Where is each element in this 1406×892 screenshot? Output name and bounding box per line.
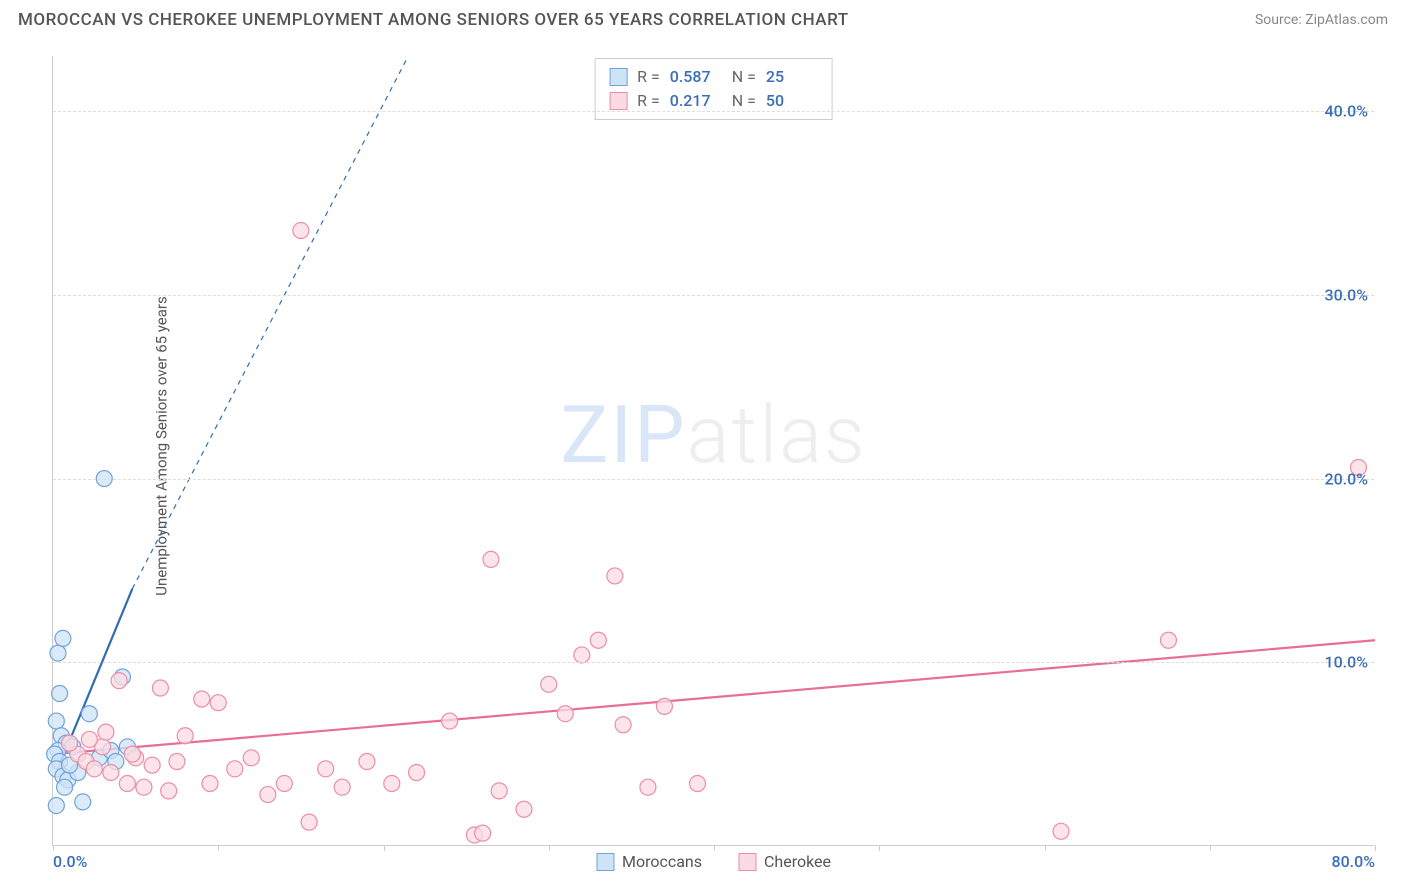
swatch-moroccans <box>609 68 627 86</box>
data-point <box>475 825 491 841</box>
n-label: N = <box>732 65 756 89</box>
data-point <box>111 673 127 689</box>
data-point <box>81 706 97 722</box>
data-point <box>491 783 507 799</box>
data-point <box>516 801 532 817</box>
data-point <box>243 750 259 766</box>
grid-line <box>53 295 1374 296</box>
data-point <box>689 776 705 792</box>
plot-svg <box>53 56 1374 845</box>
data-point <box>359 753 375 769</box>
data-point <box>194 691 210 707</box>
legend-swatch-cherokee <box>738 853 756 871</box>
n-value-cherokee: 50 <box>766 89 818 113</box>
data-point <box>103 765 119 781</box>
r-label: R = <box>637 65 660 89</box>
source-label: Source: ZipAtlas.com <box>1255 12 1388 28</box>
data-point <box>210 695 226 711</box>
data-point <box>384 776 400 792</box>
legend-label-cherokee: Cherokee <box>764 852 831 871</box>
data-point <box>98 724 114 740</box>
data-point <box>574 647 590 663</box>
data-point <box>541 676 557 692</box>
data-point <box>260 787 276 803</box>
data-point <box>409 765 425 781</box>
data-point <box>81 731 97 747</box>
data-point <box>161 783 177 799</box>
y-tick-label: 30.0% <box>1324 285 1368 304</box>
data-point <box>152 680 168 696</box>
header: MOROCCAN VS CHEROKEE UNEMPLOYMENT AMONG … <box>0 0 1406 38</box>
y-tick-label: 40.0% <box>1324 102 1368 121</box>
data-point <box>227 761 243 777</box>
data-point <box>615 717 631 733</box>
x-tick <box>1210 845 1211 851</box>
data-point <box>483 551 499 567</box>
x-tick <box>714 845 715 851</box>
x-tick <box>384 845 385 851</box>
legend-swatch-moroccans <box>596 853 614 871</box>
data-point <box>50 645 66 661</box>
data-point <box>318 761 334 777</box>
data-point <box>48 798 64 814</box>
chart-title: MOROCCAN VS CHEROKEE UNEMPLOYMENT AMONG … <box>18 10 849 30</box>
y-tick-label: 20.0% <box>1324 469 1368 488</box>
data-point <box>144 757 160 773</box>
data-point <box>334 779 350 795</box>
n-label: N = <box>732 89 756 113</box>
x-tick <box>879 845 880 851</box>
data-point <box>202 776 218 792</box>
r-value-cherokee: 0.217 <box>670 89 722 113</box>
data-point <box>169 753 185 769</box>
trend-line <box>53 640 1375 754</box>
legend-label-moroccans: Moroccans <box>622 852 702 871</box>
x-tick <box>1045 845 1046 851</box>
stat-row-moroccans: R = 0.587 N = 25 <box>609 65 818 89</box>
data-point <box>62 735 78 751</box>
legend-item-cherokee: Cherokee <box>738 852 831 871</box>
data-point <box>119 776 135 792</box>
r-value-moroccans: 0.587 <box>670 65 722 89</box>
data-point <box>607 568 623 584</box>
stat-row-cherokee: R = 0.217 N = 50 <box>609 89 818 113</box>
legend-item-moroccans: Moroccans <box>596 852 702 871</box>
y-tick-label: 10.0% <box>1324 653 1368 672</box>
trend-line-extension <box>132 56 408 589</box>
data-point <box>57 779 73 795</box>
grid-line <box>53 479 1374 480</box>
data-point <box>557 706 573 722</box>
n-value-moroccans: 25 <box>766 65 818 89</box>
data-point <box>177 728 193 744</box>
data-point <box>301 814 317 830</box>
data-point <box>52 686 68 702</box>
data-point <box>124 746 140 762</box>
data-point <box>48 713 64 729</box>
data-point <box>1160 632 1176 648</box>
data-point <box>590 632 606 648</box>
data-point <box>656 698 672 714</box>
r-label: R = <box>637 89 660 113</box>
x-tick <box>1375 845 1376 851</box>
x-tick <box>549 845 550 851</box>
x-tick-label: 0.0% <box>53 852 87 871</box>
data-point <box>640 779 656 795</box>
data-point <box>293 223 309 239</box>
data-point <box>276 776 292 792</box>
x-tick <box>53 845 54 851</box>
grid-line <box>53 111 1374 112</box>
data-point <box>55 630 71 646</box>
legend: Moroccans Cherokee <box>596 852 831 871</box>
data-point <box>136 779 152 795</box>
data-point <box>1053 823 1069 839</box>
data-point <box>86 761 102 777</box>
data-point <box>442 713 458 729</box>
chart-area: ZIPatlas R = 0.587 N = 25 R = 0.217 N = … <box>52 56 1374 846</box>
grid-line <box>53 662 1374 663</box>
x-tick-label: 80.0% <box>1331 852 1375 871</box>
x-tick <box>218 845 219 851</box>
swatch-cherokee <box>609 92 627 110</box>
data-point <box>75 794 91 810</box>
